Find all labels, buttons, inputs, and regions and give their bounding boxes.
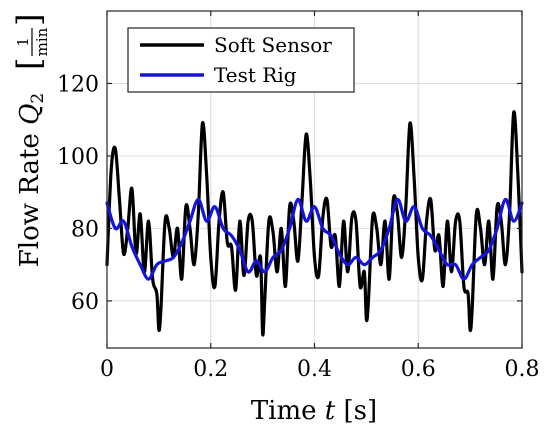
x-axis-label-post: [s] (335, 396, 377, 426)
y-axis-label: Flow Rate Q2 [ 1 min ] (10, 14, 51, 268)
unit-numerator: 1 (14, 37, 32, 47)
legend-label-test-rig: Test Rig (214, 63, 297, 87)
x-tick-label: 0.6 (401, 357, 436, 382)
series-line-test-rig (105, 197, 524, 281)
y-axis-unit: [ 1 min ] (10, 14, 51, 70)
y-axis-label-text: Flow Rate Q2 (15, 93, 48, 267)
unit-bracket-left: [ (10, 58, 48, 70)
x-axis-label-var: t (325, 396, 336, 426)
y-axis-label-pre: Flow Rate (15, 125, 45, 267)
y-axis-label-sub: 2 (28, 93, 48, 104)
x-axis-label-pre: Time (251, 396, 325, 426)
legend: Soft Sensor Test Rig (127, 27, 355, 93)
x-tick-label: 0.2 (193, 357, 228, 382)
series-line-soft-sensor (105, 110, 524, 337)
y-tick-label: 80 (71, 217, 99, 242)
y-axis-label-var: Q (15, 104, 45, 125)
x-tick-label: 0.8 (505, 357, 540, 382)
y-tick-label: 60 (71, 290, 99, 315)
unit-bracket-right: ] (10, 14, 48, 26)
axis-ticks: 0 0.2 0.4 0.6 0.8 60 80 100 120 (57, 11, 540, 382)
unit-denominator: min (33, 27, 51, 56)
legend-box (127, 27, 355, 93)
x-axis-label: Time t [s] (251, 396, 377, 426)
legend-label-soft-sensor: Soft Sensor (214, 33, 332, 57)
series-layer (105, 110, 524, 337)
x-tick-label: 0 (100, 357, 114, 382)
y-tick-label: 100 (57, 145, 99, 170)
y-tick-label: 120 (57, 72, 99, 97)
x-tick-label: 0.4 (297, 357, 332, 382)
